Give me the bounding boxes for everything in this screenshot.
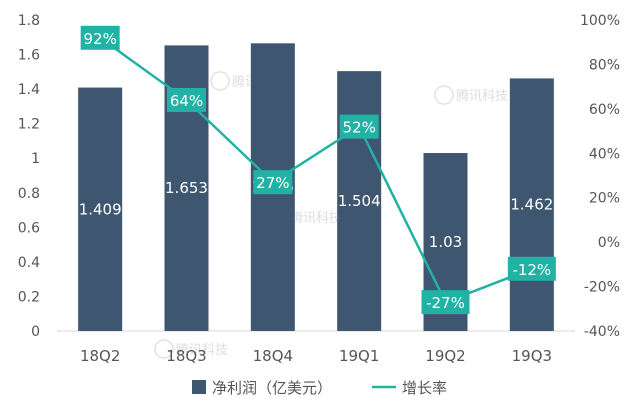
bar <box>78 87 123 331</box>
legend-label-line: 增长率 <box>402 379 447 397</box>
y-left-tick-label: 0.2 <box>18 289 40 305</box>
y-left-tick-label: 0 <box>31 324 40 340</box>
growth-label-box <box>253 170 293 195</box>
watermark-logo <box>434 85 454 105</box>
bar <box>509 78 554 331</box>
bar <box>337 71 382 332</box>
growth-label: 92% <box>83 30 116 48</box>
y-left-tick-label: 1.6 <box>18 48 40 64</box>
y-left-tick-label: 0.8 <box>18 186 40 202</box>
watermark-logo <box>154 339 174 359</box>
y-right-tick-label: -20% <box>584 280 620 296</box>
growth-label: 52% <box>342 119 375 137</box>
growth-label: -12% <box>512 261 551 279</box>
growth-label: -27% <box>426 294 465 312</box>
y-left-tick-label: 0.4 <box>18 255 40 271</box>
y-right-tick-label: 20% <box>589 191 620 207</box>
x-tick-label: 18Q4 <box>253 347 293 365</box>
bar-value-label: 1.504 <box>338 192 381 210</box>
bar-value-label: 1.653 <box>165 179 208 197</box>
watermark-text: 腾讯科技 <box>290 210 342 226</box>
y-right-tick-label: 100% <box>580 13 620 29</box>
x-tick-label: 19Q2 <box>425 347 465 365</box>
watermark-text: 腾讯科技 <box>176 342 228 358</box>
growth-label-box <box>339 114 379 139</box>
growth-label-box <box>80 25 120 50</box>
y-left-tick-label: 0.6 <box>18 220 40 236</box>
x-tick-label: 19Q1 <box>339 347 379 365</box>
legend-label-bar: 净利润（亿美元） <box>212 379 332 397</box>
y-right-tick-label: 60% <box>589 102 620 118</box>
growth-label-box <box>421 290 470 315</box>
x-tick-label: 18Q3 <box>166 347 206 365</box>
y-left-tick-label: 1.4 <box>18 82 40 98</box>
x-tick-label: 18Q2 <box>80 347 120 365</box>
y-left-tick-label: 1.2 <box>18 117 40 133</box>
y-right-tick-label: 0% <box>598 235 620 251</box>
legend-swatch-bar <box>192 380 206 394</box>
y-left-tick-label: 1 <box>31 151 40 167</box>
bar-value-label: 1.409 <box>79 200 122 218</box>
y-left-tick-label: 1.8 <box>18 13 40 29</box>
bar-value-label: 1.03 <box>429 233 462 251</box>
x-tick-label: 19Q3 <box>512 347 552 365</box>
watermark-text: 腾讯科技 <box>456 88 508 104</box>
growth-label-box <box>167 87 206 112</box>
y-right-tick-label: 80% <box>589 57 620 73</box>
growth-label: 27% <box>256 174 289 192</box>
bar-value-label: 1.462 <box>510 196 553 214</box>
y-right-tick-label: -40% <box>584 324 620 340</box>
growth-label: 64% <box>170 92 203 110</box>
watermark-logo <box>210 71 230 91</box>
y-right-tick-label: 40% <box>589 146 620 162</box>
growth-label-box <box>507 256 556 281</box>
